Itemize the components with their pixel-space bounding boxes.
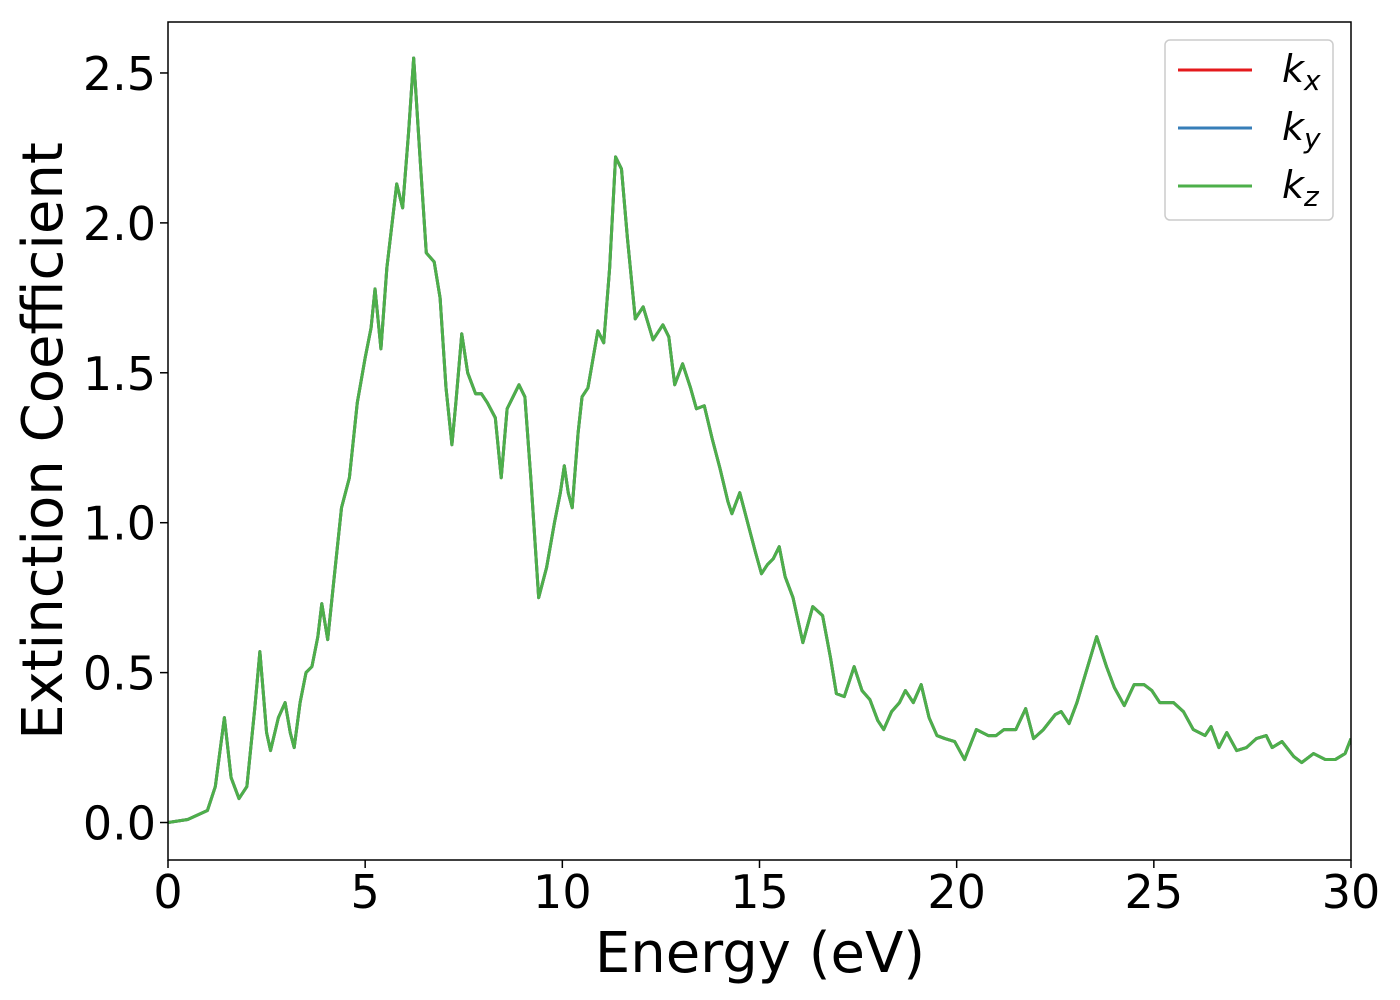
y-axis-label: Extinction Coefficient: [11, 142, 76, 740]
x-tick-label: 10: [533, 865, 592, 919]
x-tick-label: 0: [153, 865, 182, 919]
y-tick-label: 1.5: [83, 347, 156, 401]
data-line: [168, 56, 1351, 825]
y-tick-label: 0.0: [83, 797, 156, 851]
legend-box: [1164, 39, 1334, 221]
legend: kx ky kz: [1164, 39, 1334, 221]
x-tick-label: 25: [1125, 865, 1184, 919]
x-tick-label: 30: [1322, 865, 1381, 919]
x-axis-label: Energy (eV): [595, 921, 925, 986]
y-tick-label: 0.5: [83, 647, 156, 701]
legend-label: kz: [1282, 163, 1320, 213]
legend-label: ky: [1282, 105, 1321, 155]
x-tick-label: 15: [730, 865, 789, 919]
y-tick-label: 1.0: [83, 497, 156, 551]
y-tick-label: 2.5: [83, 47, 156, 101]
plot-frame: [167, 21, 1352, 861]
x-tick-label: 5: [351, 865, 380, 919]
legend-label: kx: [1282, 47, 1321, 97]
y-tick-label: 2.0: [83, 197, 156, 251]
x-tick-label: 20: [927, 865, 986, 919]
